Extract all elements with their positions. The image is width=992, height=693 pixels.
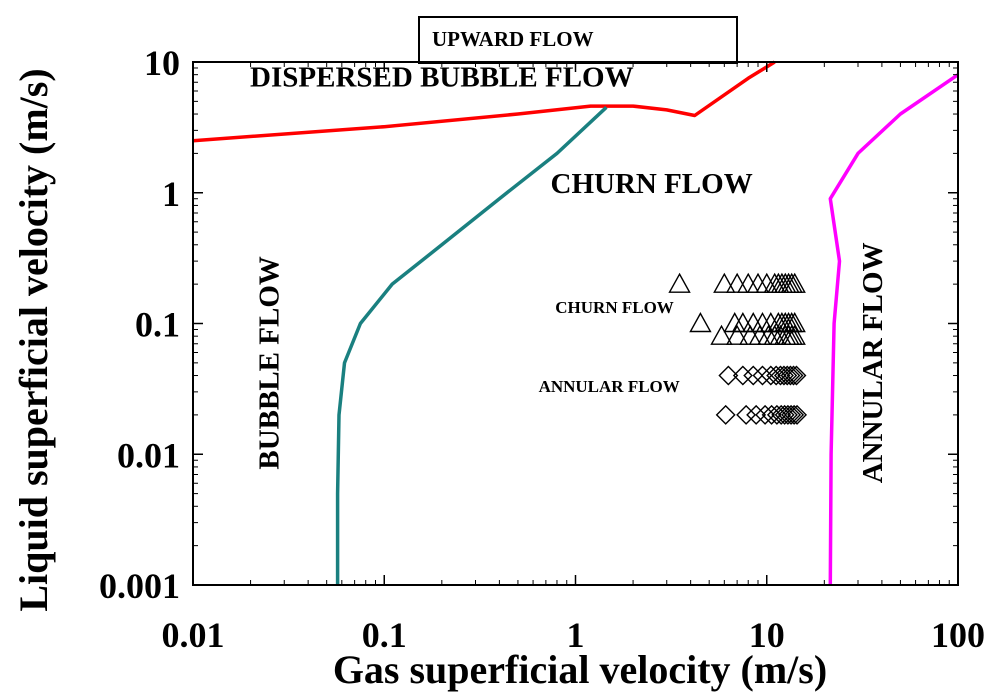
diamond-marker-2 — [743, 365, 764, 386]
x-tick-label-0: 0.01 — [162, 615, 225, 655]
title-box — [418, 16, 738, 64]
diamond-marker-9 — [780, 365, 801, 386]
y-tick-label-3: 1 — [162, 174, 180, 214]
diamond-marker-20 — [777, 404, 798, 425]
x-axis-label: Gas superficial velocity (m/s) — [333, 647, 827, 692]
diamond-marker-14 — [746, 404, 767, 425]
plot-frame — [192, 61, 959, 586]
y-tick-label-0: 0.001 — [99, 566, 180, 606]
y-tick-label-4: 10 — [144, 43, 180, 83]
diamond-marker-0 — [718, 365, 739, 386]
x-tick-label-4: 100 — [931, 615, 985, 655]
triangle-marker-26 — [725, 324, 749, 345]
data-markers — [668, 272, 808, 425]
diamond-marker-10 — [783, 365, 804, 386]
diamond-marker-16 — [761, 404, 782, 425]
x-tick-label-3: 10 — [749, 615, 785, 655]
region-label-3: ANNULAR FLOW — [857, 242, 889, 483]
diamond-marker-12 — [715, 404, 736, 425]
triangle-marker-35 — [783, 324, 806, 345]
triangle-marker-9 — [774, 272, 797, 293]
diamond-marker-6 — [770, 365, 791, 386]
diamond-marker-23 — [787, 404, 808, 425]
diamond-marker-1 — [732, 365, 753, 386]
region-label-1: CHURN FLOW — [551, 168, 753, 200]
y-tick-label-1: 0.01 — [117, 435, 180, 475]
triangle-marker-11 — [780, 272, 803, 293]
diamond-marker-22 — [784, 404, 805, 425]
diamond-marker-8 — [777, 365, 798, 386]
triangle-marker-1 — [713, 272, 736, 293]
boundary-line-1 — [335, 106, 608, 585]
triangle-marker-2 — [725, 272, 749, 293]
boundary-line-2 — [828, 73, 959, 586]
boundary-line-0 — [192, 60, 776, 143]
triangle-marker-25 — [710, 324, 733, 345]
x-tick-label-2: 1 — [567, 615, 585, 655]
y-axis-ticks: 0.001 0.01 0.1 1 10 — [99, 43, 958, 606]
x-axis-ticks: 0.01 0.1 1 10 100 — [162, 62, 985, 655]
series-label-0: CHURN FLOW — [555, 298, 674, 317]
y-axis-label: Liquid superficial velocity (m/s) — [11, 68, 56, 611]
diamond-marker-11 — [786, 365, 807, 386]
chart-title: UPWARD FLOW — [432, 27, 594, 51]
y-tick-label-2: 0.1 — [135, 305, 180, 345]
diamond-marker-17 — [766, 404, 787, 425]
diamond-marker-4 — [760, 365, 781, 386]
series-label-1: ANNULAR FLOW — [539, 377, 680, 396]
triangle-marker-34 — [780, 324, 803, 345]
diamond-marker-3 — [752, 365, 773, 386]
diamond-marker-13 — [736, 404, 757, 425]
triangle-marker-12 — [783, 272, 806, 293]
x-tick-label-1: 0.1 — [362, 615, 407, 655]
triangle-marker-13 — [689, 312, 712, 333]
diamond-marker-21 — [781, 404, 802, 425]
regime-boundaries — [192, 60, 959, 586]
triangle-marker-23 — [780, 312, 803, 333]
triangle-marker-0 — [668, 272, 691, 293]
region-label-2: BUBBLE FLOW — [254, 256, 286, 470]
triangle-marker-3 — [737, 272, 760, 293]
series-labels: CHURN FLOW ANNULAR FLOW — [539, 298, 680, 396]
